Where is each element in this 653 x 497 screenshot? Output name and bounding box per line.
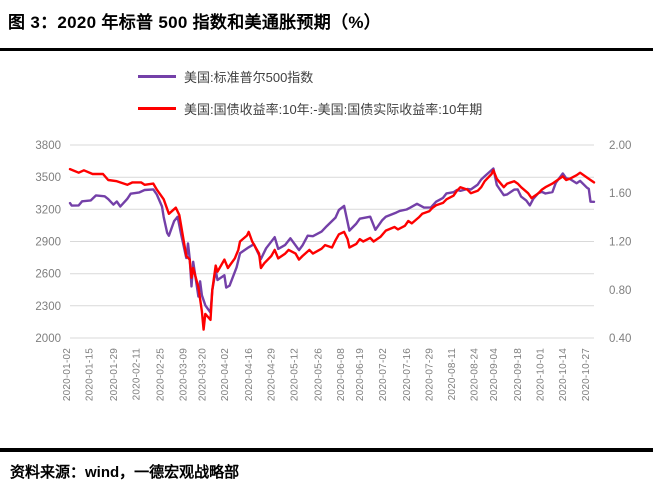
data-series bbox=[68, 167, 596, 331]
left-axis-tick-label: 3800 bbox=[35, 140, 61, 152]
x-axis-tick-label: 2020-07-02 bbox=[378, 348, 389, 401]
x-axis-tick-label: 2020-01-02 bbox=[62, 348, 73, 401]
x-axis-tick-label: 2020-05-26 bbox=[314, 348, 325, 401]
x-axis-tick-label: 2020-09-18 bbox=[513, 348, 524, 401]
gridlines bbox=[70, 144, 594, 339]
breakeven-line-swatch bbox=[138, 106, 176, 110]
right-axis-tick-label: 1.60 bbox=[609, 188, 631, 200]
sp500-line-swatch bbox=[138, 74, 176, 78]
x-axis-tick-label: 2020-06-08 bbox=[336, 348, 347, 401]
right-axis-labels: 2.00 1.60 1.20 0.80 0.40 bbox=[609, 140, 631, 345]
source-note: 资料来源：wind，一德宏观战略部 bbox=[10, 464, 240, 481]
x-axis-tick-label: 2020-01-29 bbox=[109, 348, 120, 401]
left-axis-tick-label: 3500 bbox=[35, 172, 61, 184]
x-axis-tick-label: 2020-08-24 bbox=[470, 348, 481, 401]
x-axis-tick-label: 2020-10-27 bbox=[581, 348, 592, 401]
x-axis-tick-label: 2020-06-19 bbox=[355, 348, 366, 401]
right-axis-tick-label: 0.80 bbox=[609, 285, 631, 297]
x-axis-tick-label: 2020-07-16 bbox=[402, 348, 413, 401]
legend-item-breakeven: 美国:国债收益率:10年:-美国:国债实际收益率:10年期 bbox=[138, 100, 483, 117]
x-axis-tick-label: 2020-09-04 bbox=[489, 348, 500, 401]
title-separator-line bbox=[0, 48, 653, 51]
left-axis-tick-label: 2300 bbox=[35, 301, 61, 313]
legend-label-sp500: 美国:标准普尔500指数 bbox=[184, 69, 314, 85]
right-axis-tick-label: 2.00 bbox=[609, 140, 631, 152]
right-axis-tick-label: 0.40 bbox=[609, 333, 631, 345]
right-axis-tick-label: 1.20 bbox=[609, 237, 631, 249]
x-axis-tick-label: 2020-03-20 bbox=[197, 348, 208, 401]
legend-item-sp500: 美国:标准普尔500指数 bbox=[138, 68, 482, 85]
left-axis-labels: 3800 3500 3200 2900 2600 2300 2000 bbox=[35, 140, 61, 345]
chart-legend: 美国:标准普尔500指数 美国:国债收益率:10年:-美国:国债实际收益率:10… bbox=[138, 68, 482, 132]
sp500-line bbox=[68, 167, 596, 314]
x-axis-labels: 2020-01-02 2020-01-15 2020-01-29 2020-02-11… bbox=[62, 348, 592, 401]
x-axis-tick-label: 2020-02-11 bbox=[131, 348, 142, 401]
x-axis-tick-label: 2020-04-02 bbox=[220, 348, 231, 401]
left-axis-tick-label: 2000 bbox=[35, 333, 61, 345]
figure-title: 图 3：2020 年标普 500 指数和美通胀预期（%） bbox=[8, 13, 382, 32]
x-axis-tick-label: 2020-02-25 bbox=[156, 348, 167, 401]
left-axis-tick-label: 2900 bbox=[35, 237, 61, 249]
x-axis-tick-label: 2020-08-11 bbox=[447, 348, 458, 401]
x-axis-tick-label: 2020-04-29 bbox=[267, 348, 278, 401]
left-axis-tick-label: 3200 bbox=[35, 204, 61, 216]
x-axis-tick-label: 2020-10-01 bbox=[536, 348, 547, 401]
x-axis-tick-label: 2020-03-09 bbox=[178, 348, 189, 401]
x-axis-tick-label: 2020-07-29 bbox=[425, 348, 436, 401]
chart-canvas: 3800 3500 3200 2900 2600 2300 2000 2.00 1.60 1.2… bbox=[35, 140, 631, 401]
x-axis-tick-label: 2020-01-15 bbox=[85, 348, 96, 401]
breakeven-line bbox=[68, 167, 596, 331]
legend-label-breakeven: 美国:国债收益率:10年:-美国:国债实际收益率:10年期 bbox=[184, 101, 483, 117]
x-axis-tick-label: 2020-04-16 bbox=[244, 348, 255, 401]
source-separator-line bbox=[0, 448, 653, 452]
x-axis-tick-label: 2020-10-14 bbox=[558, 348, 569, 401]
left-axis-tick-label: 2600 bbox=[35, 269, 61, 281]
x-axis-tick-label: 2020-05-12 bbox=[289, 348, 300, 401]
